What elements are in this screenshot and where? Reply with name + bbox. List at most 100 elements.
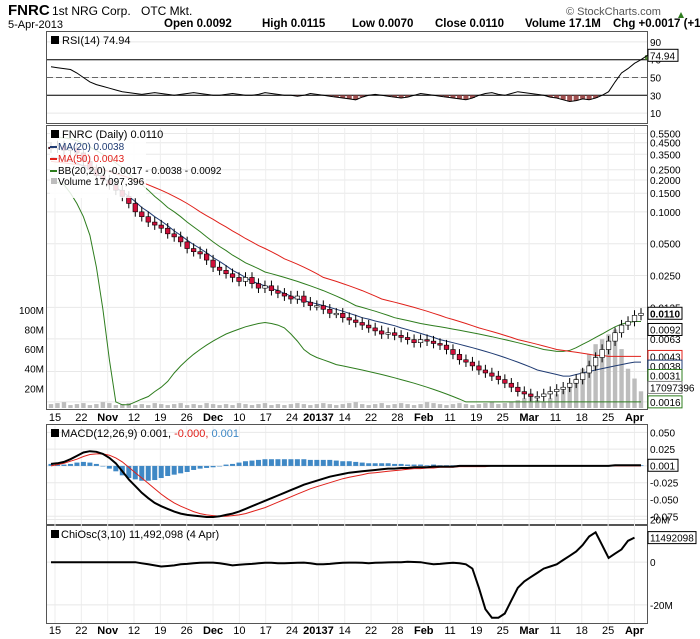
price-candle — [223, 270, 229, 275]
volume-bar — [236, 403, 242, 408]
x-tick-label-bottom: 15 — [49, 625, 61, 637]
macd-tick-label: 0.050 — [650, 428, 675, 439]
ma50-line — [50, 160, 641, 357]
volume-bar — [100, 402, 106, 408]
price-candle — [288, 295, 294, 300]
macd-histogram-bar — [398, 463, 404, 466]
price-panel — [46, 125, 648, 410]
x-tick-label-bottom: 12 — [128, 625, 140, 637]
volume-bar — [385, 405, 391, 408]
rsi-last-value-box: 74.94 — [647, 48, 679, 62]
volume-bar — [535, 400, 540, 408]
volume-bar — [301, 404, 307, 408]
volume-bar — [470, 405, 475, 408]
volume-bar — [347, 403, 352, 408]
x-tick-label: 10 — [233, 412, 245, 424]
volume-bar — [424, 402, 430, 408]
price-candle — [392, 332, 398, 336]
macd-histogram-bar — [67, 463, 73, 466]
price-candle — [197, 251, 203, 255]
x-tick-label-bottom: 17 — [260, 625, 272, 637]
x-tick-label: Feb — [414, 412, 434, 424]
rsi-label: RSI(14) 74.94 — [51, 35, 130, 47]
volume-bar — [120, 404, 125, 408]
price-candle — [139, 211, 145, 217]
price-value-box — [647, 322, 683, 336]
company-name: 1st NRG Corp. — [52, 4, 131, 18]
macd-histogram-bar — [223, 464, 229, 466]
volume-bar — [476, 404, 482, 408]
triangle-up-icon — [678, 12, 684, 18]
price-candle — [145, 216, 151, 223]
price-candle — [424, 339, 430, 342]
volume-bar — [282, 405, 287, 408]
price-candle — [385, 332, 391, 335]
macd-histogram-bar — [178, 465, 184, 474]
price-last-value-box: 17097396 — [647, 380, 695, 394]
macd-histogram-bar — [191, 465, 197, 470]
volume-bar — [48, 404, 54, 408]
rsi-tick-label: 30 — [650, 91, 662, 102]
macd-histogram-bar — [243, 461, 249, 466]
price-candle — [495, 375, 501, 380]
volume-bar — [334, 405, 339, 408]
macd-histogram-bar — [61, 464, 67, 466]
volume-bar — [139, 404, 144, 408]
x-tick-label: 25 — [497, 412, 509, 424]
x-tick-label-bottom: 19 — [470, 625, 482, 637]
price-candle — [249, 277, 255, 284]
price-candle — [586, 365, 592, 374]
price-tick-label: 0.1000 — [650, 208, 681, 219]
volume-bar — [444, 405, 449, 408]
price-candle — [210, 259, 216, 268]
x-tick-label: 20137 — [303, 412, 334, 424]
chaikin-line — [51, 530, 635, 619]
price-candle — [476, 365, 482, 371]
price-last-value-box: 0.0110 — [647, 306, 683, 320]
volume-bar — [431, 403, 436, 408]
volume-bar — [321, 403, 326, 408]
price-candle — [469, 361, 476, 367]
volume-bar — [113, 405, 119, 408]
price-value-box — [647, 306, 683, 320]
x-tick-label-bottom: 20137 — [303, 625, 334, 637]
price-value-label: 0.0092 — [650, 325, 681, 336]
macd-histogram-bar — [100, 465, 106, 467]
price-candle — [534, 396, 540, 399]
macd-histogram-bar — [314, 459, 320, 466]
volume-bar — [593, 344, 598, 408]
x-tick-label: Dec — [203, 412, 223, 424]
macd-last-value-box: 0.001 — [647, 458, 679, 472]
price-candle — [333, 312, 339, 316]
volume-bar — [353, 402, 358, 408]
price-tick-label: 0.2500 — [650, 166, 681, 177]
x-tick-label-bottom: 18 — [576, 625, 588, 637]
x-tick-label-bottom: 10 — [233, 625, 245, 637]
price-candle — [573, 379, 579, 384]
price-candle — [450, 349, 456, 355]
volume-bar — [223, 404, 229, 408]
volume-bar — [217, 405, 222, 408]
macd-histogram-bar — [74, 462, 80, 466]
volume-bar — [392, 404, 397, 408]
x-tick-label-bottom: Mar — [519, 625, 539, 637]
rsi-last-value: 74.94 — [650, 51, 675, 62]
volume-bar — [61, 402, 67, 408]
price-candle — [204, 253, 210, 261]
price-value-label: 0.0043 — [650, 352, 681, 363]
macd-histogram-bar — [405, 464, 411, 466]
price-tick-label: 0.0500 — [650, 240, 681, 251]
volume-bar — [509, 402, 514, 408]
price-candle — [456, 354, 463, 361]
volume-bar — [541, 402, 546, 408]
macd-histogram-bar — [275, 459, 281, 466]
volume-bar — [366, 405, 371, 408]
price-candle — [216, 266, 223, 271]
chaikin-tick-label: 0 — [650, 558, 656, 569]
volume-bar — [522, 398, 527, 408]
volume-bar — [197, 405, 203, 408]
price-last-value-box: 0.0016 — [647, 395, 683, 409]
macd-histogram-bar — [171, 465, 177, 475]
price-candle — [482, 369, 488, 374]
price-candle — [255, 283, 262, 289]
